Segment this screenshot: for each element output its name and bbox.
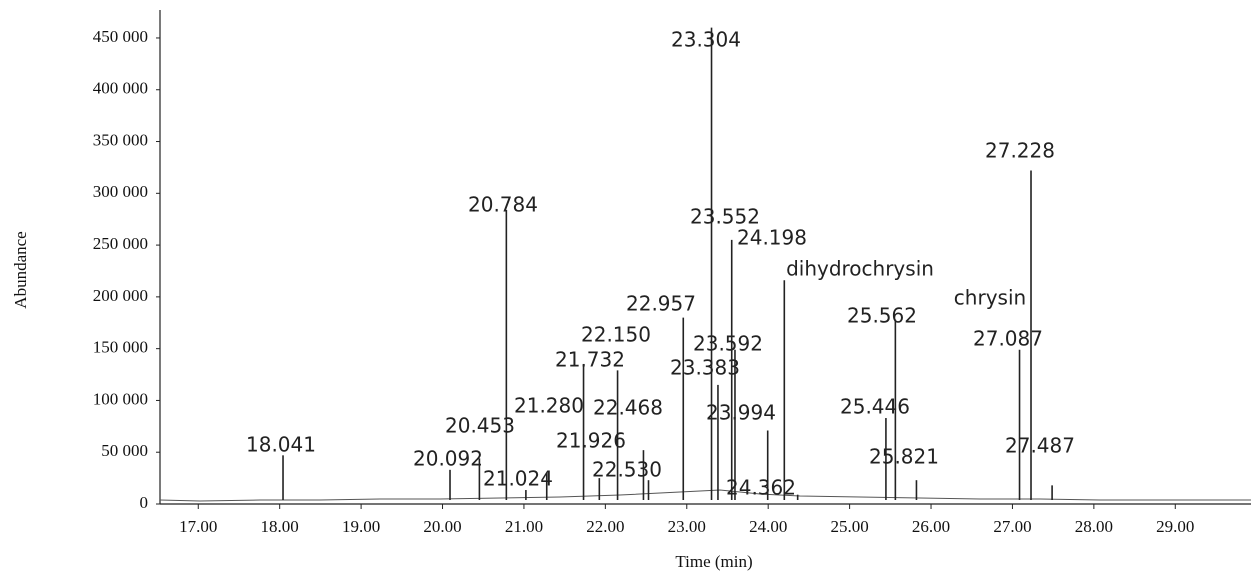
peak-label: 23.383 xyxy=(670,356,740,380)
x-tick-label: 19.00 xyxy=(342,517,380,536)
peak-label: 18.041 xyxy=(246,433,316,457)
x-tick-label: 22.00 xyxy=(586,517,624,536)
x-tick-label: 23.00 xyxy=(668,517,706,536)
y-tick-label: 200 000 xyxy=(93,286,148,305)
x-tick-label: 27.00 xyxy=(993,517,1031,536)
y-tick-label: 0 xyxy=(140,493,149,512)
peak-label: 22.957 xyxy=(626,292,696,316)
baseline-trace xyxy=(159,489,1251,502)
peak-label: 21.280 xyxy=(514,394,584,418)
peak-label: 22.530 xyxy=(592,458,662,482)
peak-label: 27.228 xyxy=(985,139,1055,163)
peak-label: 21.926 xyxy=(556,429,626,453)
peak-label: 25.562 xyxy=(847,304,917,328)
peak-label: 24.198 xyxy=(737,226,807,250)
peak-label: 20.092 xyxy=(413,447,483,471)
x-tick-label: 17.00 xyxy=(179,517,217,536)
peak-label: 22.468 xyxy=(593,396,663,420)
y-tick-label: 250 000 xyxy=(93,234,148,253)
peak-label: 23.552 xyxy=(690,205,760,229)
peak-label: 23.592 xyxy=(693,332,763,356)
x-tick-label: 28.00 xyxy=(1075,517,1113,536)
x-tick-label: 20.00 xyxy=(423,517,461,536)
y-tick-label: 100 000 xyxy=(93,389,148,408)
x-tick-label: 25.00 xyxy=(830,517,868,536)
annotation: dihydrochrysin xyxy=(786,257,934,281)
x-tick-label: 21.00 xyxy=(505,517,543,536)
peak-label: 27.487 xyxy=(1005,434,1075,458)
y-tick-label: 50 000 xyxy=(101,441,148,460)
x-tick-label: 24.00 xyxy=(749,517,787,536)
y-axis-title: Abundance xyxy=(11,231,30,308)
peak-label: 21.732 xyxy=(555,348,625,372)
y-tick-label: 300 000 xyxy=(93,182,148,201)
peak-label: 24.362 xyxy=(726,476,796,500)
peak-label: 27.087 xyxy=(973,327,1043,351)
x-tick-label: 18.00 xyxy=(261,517,299,536)
peak-label: 22.150 xyxy=(581,323,651,347)
x-axis-title: Time (min) xyxy=(675,552,752,571)
x-tick-label: 29.00 xyxy=(1156,517,1194,536)
annotation: chrysin xyxy=(954,286,1026,310)
y-tick-label: 150 000 xyxy=(93,338,148,357)
x-tick-label: 26.00 xyxy=(912,517,950,536)
peak-label: 25.821 xyxy=(869,445,939,469)
peak-label: 20.453 xyxy=(445,414,515,438)
peak-label: 23.304 xyxy=(671,28,741,52)
peak-label: 23.994 xyxy=(706,401,776,425)
y-tick-label: 450 000 xyxy=(93,27,148,46)
peak-label: 21.024 xyxy=(483,467,553,491)
peak-label: 20.784 xyxy=(468,193,538,217)
y-tick-label: 350 000 xyxy=(93,130,148,149)
peak-label: 25.446 xyxy=(840,395,910,419)
y-tick-label: 400 000 xyxy=(93,79,148,98)
